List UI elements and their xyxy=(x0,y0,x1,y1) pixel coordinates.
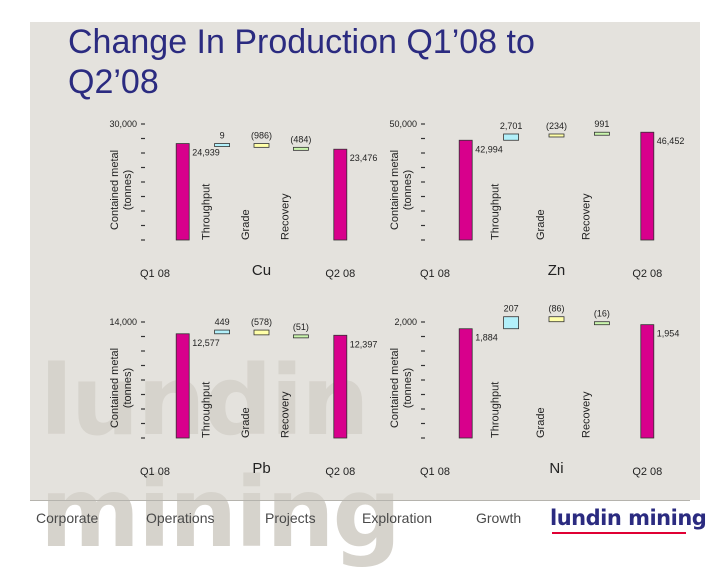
category-label: Recovery xyxy=(580,391,592,438)
category-label: Throughput xyxy=(490,382,502,438)
x-label-end: Q2 08 xyxy=(632,268,662,280)
bar-pb-grade xyxy=(253,329,270,336)
x-label-start: Q1 08 xyxy=(420,466,450,478)
category-label: Recovery xyxy=(580,193,592,240)
x-label-end: Q2 08 xyxy=(325,466,355,478)
value-label: (51) xyxy=(293,322,309,332)
value-label: 24,939 xyxy=(192,148,220,158)
value-label: (986) xyxy=(251,131,272,141)
y-tick-label: 14,000 xyxy=(109,317,137,327)
value-label: 1,954 xyxy=(657,329,680,339)
value-label: 46,452 xyxy=(657,136,685,146)
value-label: 12,397 xyxy=(350,339,378,349)
bar-cu-throughput xyxy=(214,143,230,147)
x-label-end: Q2 08 xyxy=(325,268,355,280)
category-label: Throughput xyxy=(201,184,213,240)
y-axis-label: Contained metal(tonnes) xyxy=(389,348,414,428)
value-label: 449 xyxy=(215,317,230,327)
y-axis-label: Contained metal(tonnes) xyxy=(109,348,134,428)
x-label-start: Q1 08 xyxy=(140,268,170,280)
y-axis-label: Contained metal(tonnes) xyxy=(389,150,414,230)
footer-bar: Corporate Operations Projects Exploratio… xyxy=(0,500,720,540)
slide-title: Change In Production Q1’08 to Q2’08 xyxy=(68,23,535,101)
metal-label: Ni xyxy=(549,460,563,477)
chart-pb: 14,000 Contained metal(tonnes) 12,577 449 Th… xyxy=(109,317,377,478)
value-label: (578) xyxy=(251,317,272,327)
value-label: 1,884 xyxy=(475,333,498,343)
bar-ni-q1 xyxy=(458,328,473,439)
y-tick-label: 50,000 xyxy=(389,119,417,129)
brand-underline xyxy=(552,532,686,534)
bar-zn-throughput xyxy=(503,133,519,141)
brand-logo: lundin mining xyxy=(550,506,707,530)
category-label: Recovery xyxy=(279,193,291,240)
x-label-end: Q2 08 xyxy=(632,466,662,478)
value-label: 991 xyxy=(594,119,609,129)
bar-zn-recovery xyxy=(593,131,610,136)
x-label-start: Q1 08 xyxy=(140,466,170,478)
nav-exploration[interactable]: Exploration xyxy=(362,510,433,526)
category-label: Grade xyxy=(535,209,547,240)
bar-cu-q2 xyxy=(333,148,348,241)
bar-ni-recovery xyxy=(593,321,610,326)
y-axis-label: Contained metal(tonnes) xyxy=(109,150,134,230)
nav-projects[interactable]: Projects xyxy=(265,510,316,526)
bar-ni-grade xyxy=(548,316,565,323)
bar-zn-q2 xyxy=(640,131,655,241)
chart-ni: 2,000 Contained metal(tonnes) 1,884 207 Thro… xyxy=(389,304,680,478)
value-label: 2,701 xyxy=(500,121,523,131)
category-label: Grade xyxy=(240,407,252,438)
bar-pb-q2 xyxy=(333,334,348,439)
value-label: 12,577 xyxy=(192,338,220,348)
category-label: Throughput xyxy=(490,184,502,240)
bar-zn-grade xyxy=(548,133,565,138)
nav-operations[interactable]: Operations xyxy=(146,510,215,526)
footer-divider xyxy=(30,500,690,501)
value-label: (484) xyxy=(290,134,311,144)
bar-zn-q1 xyxy=(458,139,473,241)
value-label: 207 xyxy=(504,304,519,314)
value-label: 9 xyxy=(220,131,225,141)
category-label: Throughput xyxy=(201,382,213,438)
y-tick-label: 30,000 xyxy=(109,119,137,129)
category-label: Grade xyxy=(240,209,252,240)
value-label: (16) xyxy=(594,309,610,319)
slide-background xyxy=(30,22,700,500)
metal-label: Zn xyxy=(548,262,566,279)
nav-corporate[interactable]: Corporate xyxy=(36,510,99,526)
bar-ni-throughput xyxy=(503,316,519,330)
metal-label: Pb xyxy=(252,460,270,477)
bar-cu-grade xyxy=(253,143,270,148)
bar-cu-recovery xyxy=(292,146,309,151)
value-label: 42,994 xyxy=(475,144,503,154)
bar-pb-throughput xyxy=(214,329,230,335)
category-label: Recovery xyxy=(279,391,291,438)
x-label-start: Q1 08 xyxy=(420,268,450,280)
category-label: Grade xyxy=(535,407,547,438)
y-tick-label: 2,000 xyxy=(394,317,417,327)
chart-zn: 50,000 Contained metal(tonnes) 42,994 2,701… xyxy=(389,119,684,280)
nav-growth[interactable]: Growth xyxy=(476,510,522,526)
bar-cu-q1 xyxy=(175,143,190,241)
metal-label: Cu xyxy=(252,262,271,279)
bar-pb-recovery xyxy=(292,334,309,339)
value-label: (86) xyxy=(548,304,564,314)
value-label: (234) xyxy=(546,121,567,131)
bar-pb-q1 xyxy=(175,333,190,439)
value-label: 23,476 xyxy=(350,153,378,163)
bar-ni-q2 xyxy=(640,324,655,439)
